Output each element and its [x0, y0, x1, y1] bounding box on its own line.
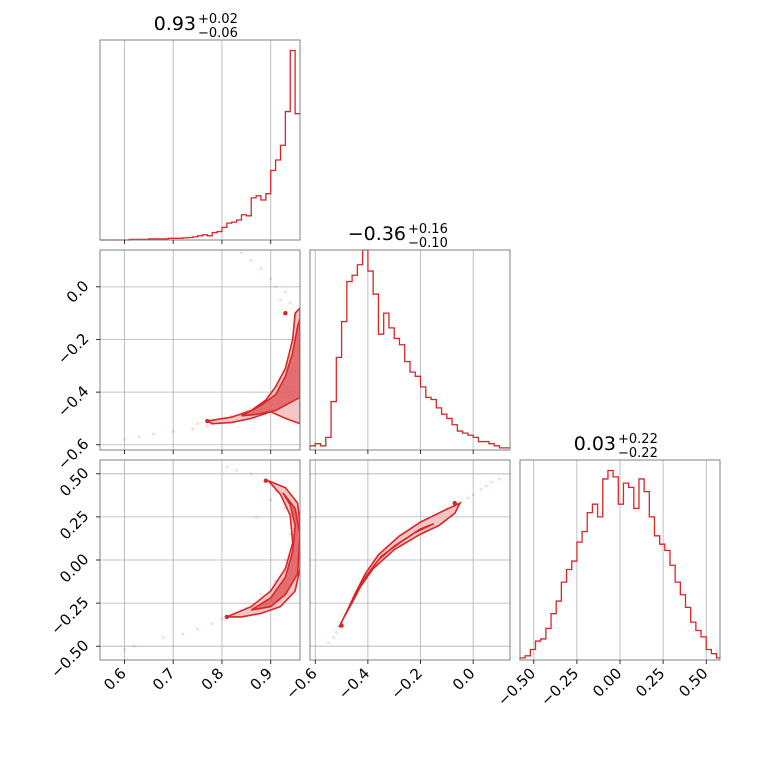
sample-point	[283, 558, 287, 562]
title-value: −0.36	[348, 223, 406, 245]
sample-point	[288, 301, 292, 305]
title-value: 0.93	[154, 13, 196, 35]
y-tick-label: −0.2	[54, 330, 92, 368]
sample-point	[152, 432, 156, 436]
mode-point	[452, 500, 457, 506]
x-tick-label: 0.8	[198, 664, 228, 694]
sample-point	[498, 477, 501, 481]
sample-point	[240, 251, 243, 255]
axes-frame	[99, 249, 301, 451]
x-tick-label: 0.50	[675, 664, 711, 700]
sample-point	[279, 298, 282, 302]
title-lower-error: −0.06	[198, 26, 238, 41]
contour-inner	[343, 523, 435, 618]
sample-point	[283, 290, 287, 294]
sample-point	[122, 438, 126, 441]
y-tick-label: −0.6	[54, 435, 92, 473]
sample-point	[132, 644, 136, 648]
hist-panel-1: −0.36 +0.16−0.10	[309, 222, 511, 451]
mode-point	[283, 310, 288, 316]
mode-point	[205, 418, 210, 424]
sample-point	[249, 472, 253, 476]
sample-point	[484, 484, 488, 488]
density-content	[327, 477, 501, 645]
title-lower-error: −0.22	[618, 446, 658, 461]
x-tick-label: −0.6	[282, 664, 320, 702]
contour-inner	[241, 318, 300, 417]
hist-panel-2: 0.03 +0.22−0.22	[519, 432, 721, 661]
sample-point	[181, 632, 185, 636]
y-tick-label: 0.0	[63, 277, 93, 307]
contour-outer	[338, 501, 462, 628]
density-content	[122, 465, 300, 652]
sample-point	[230, 243, 233, 246]
x-tick-label: 0.7	[149, 664, 179, 694]
hist-panel-0: 0.93 +0.02−0.06	[99, 12, 301, 241]
axes-frame	[99, 39, 301, 241]
title-upper-error: +0.22	[618, 432, 658, 447]
sample-point	[490, 481, 493, 484]
sample-point	[205, 424, 209, 428]
mode-point	[263, 478, 269, 483]
sample-point	[269, 277, 273, 281]
sample-point	[274, 285, 278, 289]
sample-point	[191, 427, 195, 431]
title-value: 0.03	[574, 433, 616, 455]
density-content	[122, 243, 300, 441]
sample-point	[254, 515, 258, 519]
sample-point	[162, 636, 165, 639]
sample-point	[479, 487, 483, 491]
title-upper-error: +0.16	[408, 222, 448, 237]
density-panel-0	[99, 243, 301, 451]
x-tick-label: 0.6	[100, 664, 130, 694]
mode-point	[339, 623, 344, 628]
x-tick-label: −0.4	[335, 664, 373, 702]
y-tick-label: −0.25	[47, 593, 92, 638]
y-tick-label: 0.25	[56, 507, 92, 543]
density-panel-1	[99, 459, 301, 661]
sample-point	[210, 622, 214, 626]
contour-inner	[250, 492, 300, 611]
x-tick-label: 0.00	[589, 664, 625, 700]
sample-point	[332, 636, 336, 639]
histogram-step-0	[100, 49, 300, 241]
x-tick-label: 0.9	[247, 664, 277, 694]
sample-point	[225, 465, 229, 469]
y-tick-label: 0.00	[56, 550, 92, 586]
histogram-step-1	[309, 249, 510, 450]
x-tick-label: −0.25	[537, 664, 582, 709]
sample-point	[137, 435, 141, 439]
sample-point	[249, 259, 253, 262]
y-tick-label: −0.4	[54, 382, 92, 420]
sample-point	[288, 532, 292, 536]
sample-point	[220, 617, 224, 621]
sample-point	[259, 593, 263, 596]
sample-point	[171, 430, 175, 433]
contour-outer	[204, 306, 300, 425]
title-lower-error: −0.10	[408, 236, 448, 251]
sample-point	[334, 631, 338, 634]
sample-point	[471, 493, 475, 496]
x-tick-label: −0.50	[494, 664, 539, 709]
sample-point	[259, 267, 263, 270]
mode-point	[224, 614, 230, 620]
x-tick-label: −0.2	[387, 664, 425, 702]
density-panel-2	[309, 459, 511, 661]
sample-point	[122, 648, 126, 652]
histogram-step-2	[519, 469, 720, 660]
sample-point	[235, 468, 238, 472]
x-tick-label: 0.0	[449, 664, 479, 694]
y-tick-label: −0.50	[47, 636, 92, 681]
x-tick-label: 0.25	[632, 664, 668, 700]
sample-point	[327, 641, 330, 645]
sample-point	[196, 627, 199, 631]
axes-frame	[309, 249, 511, 451]
axes-frame	[309, 459, 511, 661]
sample-point	[196, 422, 199, 426]
sample-point	[269, 498, 273, 502]
sample-point	[466, 496, 470, 500]
title-upper-error: +0.02	[198, 12, 238, 27]
